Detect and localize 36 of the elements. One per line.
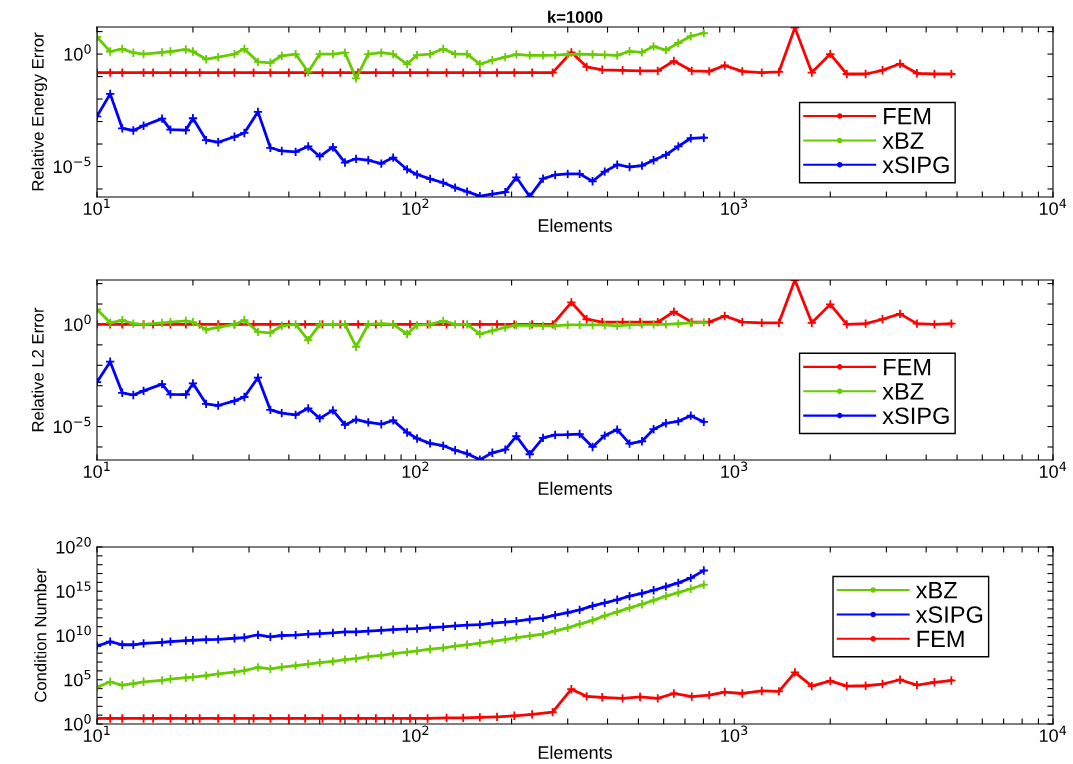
legend-label: xSIPG xyxy=(915,606,983,623)
legend-label: FEM xyxy=(917,630,964,648)
x-tick-label: 10$^{3}$ xyxy=(721,461,748,478)
legend-label: xBZ xyxy=(915,582,957,599)
x-tick-label: 10$^{2}$ xyxy=(402,198,429,215)
y-tick-label: 10$^{5}$ xyxy=(64,670,91,687)
legend-label: xBZ xyxy=(882,132,924,149)
x-tick-label: 10$^{1}$ xyxy=(83,461,110,478)
y-tick-label: 10$^{−5}$ xyxy=(53,156,91,174)
x-tick-label: 10$^{3}$ xyxy=(721,198,748,215)
x-tick-label: 10$^{1}$ xyxy=(83,725,110,742)
x-tick-label: 10$^{3}$ xyxy=(721,725,748,742)
legend-label: FEM xyxy=(884,358,931,376)
y-tick-label: 10$^{0}$ xyxy=(64,314,91,332)
x-tick-label: 10$^{4}$ xyxy=(1039,725,1067,742)
y-tick-label: 10$^{10}$ xyxy=(56,625,91,643)
y-tick-label: 10$^{15}$ xyxy=(56,581,91,598)
x-axis-title: Elements xyxy=(538,745,612,759)
y-axis-title: Condition Number xyxy=(34,568,47,702)
legend-label: xSIPG xyxy=(882,156,949,174)
chart-title: k=1000 xyxy=(548,10,603,23)
legend-label: xBZ xyxy=(882,383,924,400)
x-tick-label: 10$^{1}$ xyxy=(83,198,110,215)
legend-label: xSIPG xyxy=(882,407,949,425)
y-axis-title: Relative L2 Error xyxy=(31,307,44,432)
x-tick-label: 10$^{2}$ xyxy=(402,461,429,478)
legend-label: FEM xyxy=(884,108,931,125)
y-tick-label: 10$^{0}$ xyxy=(64,44,91,61)
x-axis-title: Elements xyxy=(538,481,612,495)
x-tick-label: 10$^{2}$ xyxy=(402,725,429,742)
x-tick-label: 10$^{4}$ xyxy=(1039,198,1067,215)
y-axis-title: Relative Energy Error xyxy=(31,32,48,191)
x-axis-title: Elements xyxy=(538,218,612,232)
y-tick-label: 10$^{−5}$ xyxy=(53,416,91,434)
x-tick-label: 10$^{4}$ xyxy=(1039,461,1067,478)
y-tick-label: 10$^{20}$ xyxy=(56,537,91,554)
